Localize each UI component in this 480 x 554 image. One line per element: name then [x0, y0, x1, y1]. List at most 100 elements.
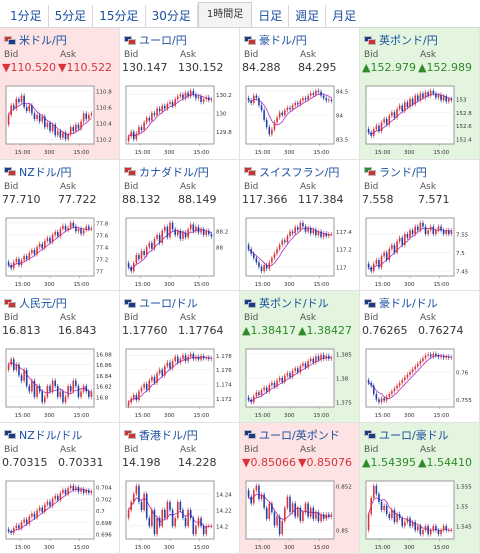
x-tick-hour: 15: [313, 150, 320, 156]
rate-tile[interactable]: ランド/円 Bid Ask 7.558 7.571 7.55 7.5 7.45 15:00 300…: [360, 159, 480, 291]
candle-body: [179, 358, 182, 363]
rate-tile[interactable]: 豪ドル/ドル Bid Ask 0.76265 0.76274 0.76 0.755 15:00…: [360, 291, 480, 423]
candle-body: [148, 380, 151, 390]
candle-body: [296, 368, 299, 373]
candle-body: [307, 227, 309, 232]
candlestick-chart[interactable]: 0.704 0.702 0.7 0.698 0.696 15:00 300 15:00: [2, 477, 118, 551]
candlestick-chart[interactable]: 0.76 0.755 15:00 300 15:00: [362, 345, 478, 419]
rate-tile[interactable]: ユーロ/豪ドル Bid Ask ▲1.54395 ▲1.54410 1.555 1.55 1.…: [360, 422, 480, 554]
candle-body: [448, 229, 450, 234]
candle-body: [411, 98, 414, 105]
candlestick-chart[interactable]: 16.88 16.86 16.84 16.82 16.8 15:00 300 15:00: [2, 345, 118, 419]
currency-flag-icon: [124, 298, 136, 308]
candle-body: [309, 358, 312, 362]
pair-title[interactable]: 英ポンド/円: [364, 32, 438, 48]
x-tick-hour: 3: [284, 282, 288, 288]
pair-title[interactable]: カナダドル/円: [124, 164, 209, 180]
rate-tile[interactable]: 英ポンド/ドル Bid Ask ▲1.38417 ▲1.38427 1.385 1.38 1.…: [240, 291, 360, 423]
x-tick-label: 15:00: [135, 413, 151, 419]
candle-body: [398, 513, 401, 518]
candle-body: [271, 502, 273, 512]
tab-5[interactable]: 日足: [252, 5, 290, 27]
tab-3[interactable]: 30分足: [146, 5, 198, 27]
pair-title[interactable]: 英ポンド/ドル: [244, 295, 329, 311]
rate-tile[interactable]: カナダドル/円 Bid Ask 88.132 88.149 88.2 88 15:00 300 1…: [120, 159, 240, 291]
y-tick-label: 110.4: [96, 122, 112, 128]
rate-tile[interactable]: ユーロ/英ポンド Bid Ask ▼0.85066 ▼0.85076 0.852 0.85 1…: [240, 422, 360, 554]
rate-tile[interactable]: 豪ドル/円 Bid Ask 84.288 84.295 84.5 84 83.5 15:00 30…: [240, 28, 360, 160]
pair-name: ユーロ/ドル: [139, 297, 198, 310]
x-tick-hour: 3: [44, 413, 48, 419]
pair-title[interactable]: ユーロ/英ポンド: [244, 427, 340, 443]
rate-tile[interactable]: NZドル/円 Bid Ask 77.710 77.722 77.8 77.6 77.4 77.2…: [0, 159, 120, 291]
candle-body: [419, 93, 422, 101]
y-tick-label: 1.174: [216, 383, 232, 389]
bid-value: 0.76265: [362, 324, 408, 337]
pair-title[interactable]: ユーロ/豪ドル: [364, 427, 449, 443]
pair-title[interactable]: NZドル/円: [4, 164, 71, 180]
candle-body: [132, 131, 135, 140]
rate-tile[interactable]: 米ドル/円 Bid Ask ▼110.520 ▼110.522 110.8 110.6 110…: [0, 28, 120, 160]
candle-body: [330, 233, 333, 235]
candle-body: [67, 386, 69, 397]
pair-title[interactable]: 豪ドル/ドル: [364, 295, 438, 311]
candlestick-chart[interactable]: 1.385 1.38 1.375 15:00 300 15:00: [242, 345, 358, 419]
candle-body: [156, 234, 158, 239]
tab-0[interactable]: 1分足: [4, 5, 49, 27]
x-tick-hour: 15: [15, 150, 22, 156]
candlestick-chart[interactable]: 88.2 88 15:00 300 15:00: [122, 214, 238, 288]
candle-body: [187, 509, 189, 526]
candle-body: [140, 501, 143, 510]
timeframe-tabs: 1分足 5分足 15分足 30分足 1時間足 日足 週足 月足: [0, 0, 480, 28]
pair-title[interactable]: 人民元/円: [4, 295, 67, 311]
candle-body: [409, 371, 411, 375]
rate-tile[interactable]: スイスフラン/円 Bid Ask 117.366 117.384 117.4 117.2 11…: [240, 159, 360, 291]
candle-body: [435, 229, 437, 234]
candlestick-chart[interactable]: 130.2 130 129.8 15:00 300 15:00: [122, 82, 238, 156]
candle-body: [385, 396, 388, 401]
tab-4[interactable]: 1時間足: [197, 2, 253, 27]
candle-body: [127, 136, 130, 142]
pair-title[interactable]: スイスフラン/円: [244, 164, 339, 180]
candle-body: [15, 364, 18, 370]
candle-body: [49, 386, 51, 392]
candlestick-chart[interactable]: 1.178 1.176 1.174 1.172 15:00 300 15:00: [122, 345, 238, 419]
rate-tile[interactable]: ユーロ/円 Bid Ask 130.147 130.152 130.2 130 129.8 15…: [120, 28, 240, 160]
candlestick-chart[interactable]: 117.4 117.2 117 15:00 300 15:00: [242, 214, 358, 288]
candlestick-chart[interactable]: 84.5 84 83.5 15:00 300 15:00: [242, 82, 358, 156]
pair-title[interactable]: NZドル/ドル: [4, 427, 82, 443]
pair-title[interactable]: 香港ドル/円: [124, 427, 198, 443]
rate-tile[interactable]: 香港ドル/円 Bid Ask 14.198 14.228 14.24 14.22 14.2 15…: [120, 422, 240, 554]
pair-name: ユーロ/英ポンド: [259, 428, 340, 442]
candle-body: [166, 501, 169, 518]
candle-body: [179, 501, 182, 510]
candle-body: [383, 398, 385, 401]
candlestick-chart[interactable]: 0.852 0.85 15:00 300 15:00: [242, 477, 358, 551]
candlestick-chart[interactable]: 1.555 1.55 1.545 15:00 300 15:00: [362, 477, 478, 551]
candlestick-chart[interactable]: 7.55 7.5 7.45 15:00 300 15:00: [362, 214, 478, 288]
rate-tile[interactable]: 人民元/円 Bid Ask 16.813 16.843 16.88 16.86 16.84 16…: [0, 291, 120, 423]
tab-1[interactable]: 5分足: [49, 5, 94, 27]
candle-body: [85, 490, 88, 493]
pair-title[interactable]: ランド/円: [364, 164, 427, 180]
bid-number: 1.17760: [122, 324, 168, 337]
tab-2[interactable]: 15分足: [93, 5, 146, 27]
candlestick-chart[interactable]: 77.8 77.6 77.4 77.2 77 15:00 300 15:00: [2, 214, 118, 288]
tab-7[interactable]: 月足: [332, 9, 357, 23]
candle-body: [143, 384, 145, 388]
pair-title[interactable]: ユーロ/円: [124, 32, 187, 48]
pair-title[interactable]: 米ドル/円: [4, 32, 67, 48]
y-tick-label: 1.555: [456, 484, 472, 490]
rate-tile[interactable]: NZドル/ドル Bid Ask 0.70315 0.70331 0.704 0.702 0.7…: [0, 422, 120, 554]
pair-name: ユーロ/豪ドル: [379, 428, 449, 442]
pair-title[interactable]: ユーロ/ドル: [124, 295, 198, 311]
tab-6[interactable]: 週足: [289, 5, 327, 27]
candlestick-chart[interactable]: 110.8 110.6 110.4 110.2 15:00 300 15:00: [2, 82, 118, 156]
pair-title[interactable]: 豪ドル/円: [244, 32, 307, 48]
candlestick-chart[interactable]: 14.24 14.22 14.2 15:00 300 15:00: [122, 477, 238, 551]
bid-value: ▼110.520: [2, 61, 56, 74]
rate-tile[interactable]: 英ポンド/円 Bid Ask ▲152.979 ▲152.989 153 152.8 152.…: [360, 28, 480, 160]
candle-body: [23, 95, 25, 107]
rate-tile[interactable]: ユーロ/ドル Bid Ask 1.17760 1.17764 1.178 1.176 1.17…: [120, 291, 240, 423]
